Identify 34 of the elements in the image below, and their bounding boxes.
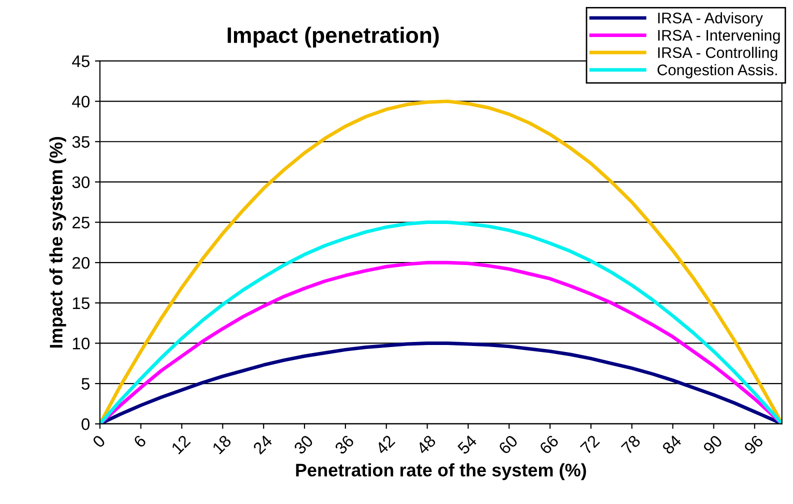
y-tick-label: 15 (72, 297, 90, 310)
x-tick-label: 60 (498, 434, 518, 455)
x-tick-label: 42 (374, 434, 396, 455)
x-tick-label: 54 (457, 434, 478, 455)
x-tick-label: 84 (662, 434, 682, 455)
chart-title: Impact (penetration) (228, 26, 439, 48)
y-tick-label: 45 (72, 56, 90, 68)
y-tick-label: 5 (82, 378, 90, 390)
y-tick-label: 35 (72, 136, 90, 148)
y-tick-label: 10 (72, 338, 90, 350)
y-tick-label: 30 (72, 176, 90, 188)
x-tick-label: 48 (416, 434, 436, 456)
y-tick-label: 20 (72, 256, 90, 269)
x-tick-label: 78 (620, 434, 642, 455)
x-tick-label: 72 (580, 434, 600, 455)
x-tick-label: 96 (743, 434, 764, 455)
x-tick-label: 18 (212, 434, 232, 454)
x-tick-label: 66 (538, 434, 560, 455)
x-tick-label: 36 (334, 434, 355, 455)
x-tick-label: 30 (293, 434, 314, 455)
x-axis-title: Penetration rate of the system (%) (296, 463, 586, 480)
x-tick-label: 24 (252, 434, 273, 455)
legend-label: IRSA - Controlling (658, 46, 778, 62)
legend-label: Congestion Assis. (658, 64, 777, 78)
x-tick-label: 0 (92, 434, 106, 448)
y-tick-label: 0 (82, 418, 90, 430)
x-tick-label: 6 (132, 434, 147, 448)
y-tick-label: 40 (72, 96, 90, 108)
x-tick-label: 12 (170, 434, 191, 454)
y-axis-title: Impact of the system (%) (49, 136, 66, 348)
legend-label: IRSA - Advisory (658, 12, 763, 26)
y-tick-label: 25 (72, 216, 90, 228)
legend-label: IRSA - Intervening (658, 30, 780, 44)
x-tick-label: 90 (702, 434, 723, 455)
